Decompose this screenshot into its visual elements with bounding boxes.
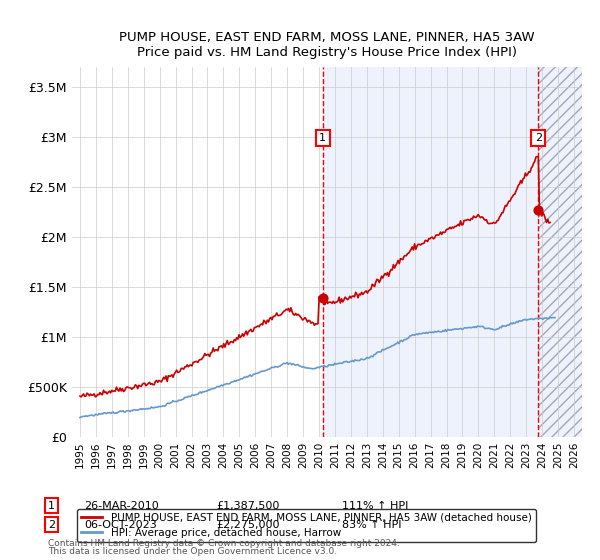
Text: This data is licensed under the Open Government Licence v3.0.: This data is licensed under the Open Gov… [48,547,337,556]
Text: 06-OCT-2023: 06-OCT-2023 [84,520,157,530]
Legend: PUMP HOUSE, EAST END FARM, MOSS LANE, PINNER, HA5 3AW (detached house), HPI: Ave: PUMP HOUSE, EAST END FARM, MOSS LANE, PI… [77,508,536,542]
Text: 2: 2 [535,133,542,143]
Bar [323,67,538,437]
Text: 111% ↑ HPI: 111% ↑ HPI [342,501,409,511]
Text: 83% ↑ HPI: 83% ↑ HPI [342,520,401,530]
Text: 1: 1 [48,501,55,511]
Text: £2,275,000: £2,275,000 [216,520,280,530]
Title: PUMP HOUSE, EAST END FARM, MOSS LANE, PINNER, HA5 3AW
Price paid vs. HM Land Reg: PUMP HOUSE, EAST END FARM, MOSS LANE, PI… [119,31,535,59]
Point [533,205,543,214]
Text: Contains HM Land Registry data © Crown copyright and database right 2024.: Contains HM Land Registry data © Crown c… [48,539,400,548]
Text: £1,387,500: £1,387,500 [216,501,280,511]
Text: 1: 1 [319,133,326,143]
Text: 2: 2 [48,520,55,530]
Bar [538,67,582,437]
Text: 26-MAR-2010: 26-MAR-2010 [84,501,159,511]
Point [318,293,328,302]
